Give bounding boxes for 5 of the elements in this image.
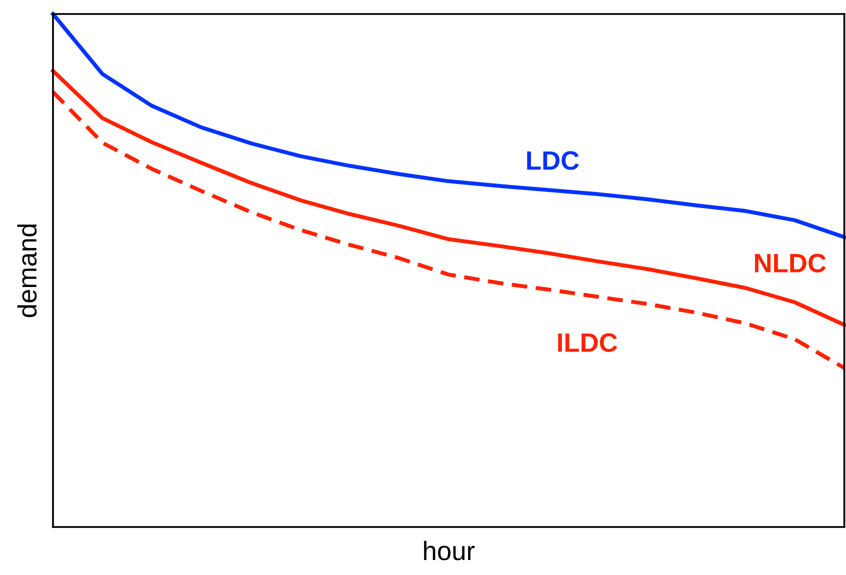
x-axis-title: hour <box>424 540 475 560</box>
series-label: LDC <box>527 151 579 170</box>
y-axis-title: demand <box>17 224 37 318</box>
series-label: ILDC <box>558 333 618 352</box>
series-label: NLDC <box>755 254 826 272</box>
